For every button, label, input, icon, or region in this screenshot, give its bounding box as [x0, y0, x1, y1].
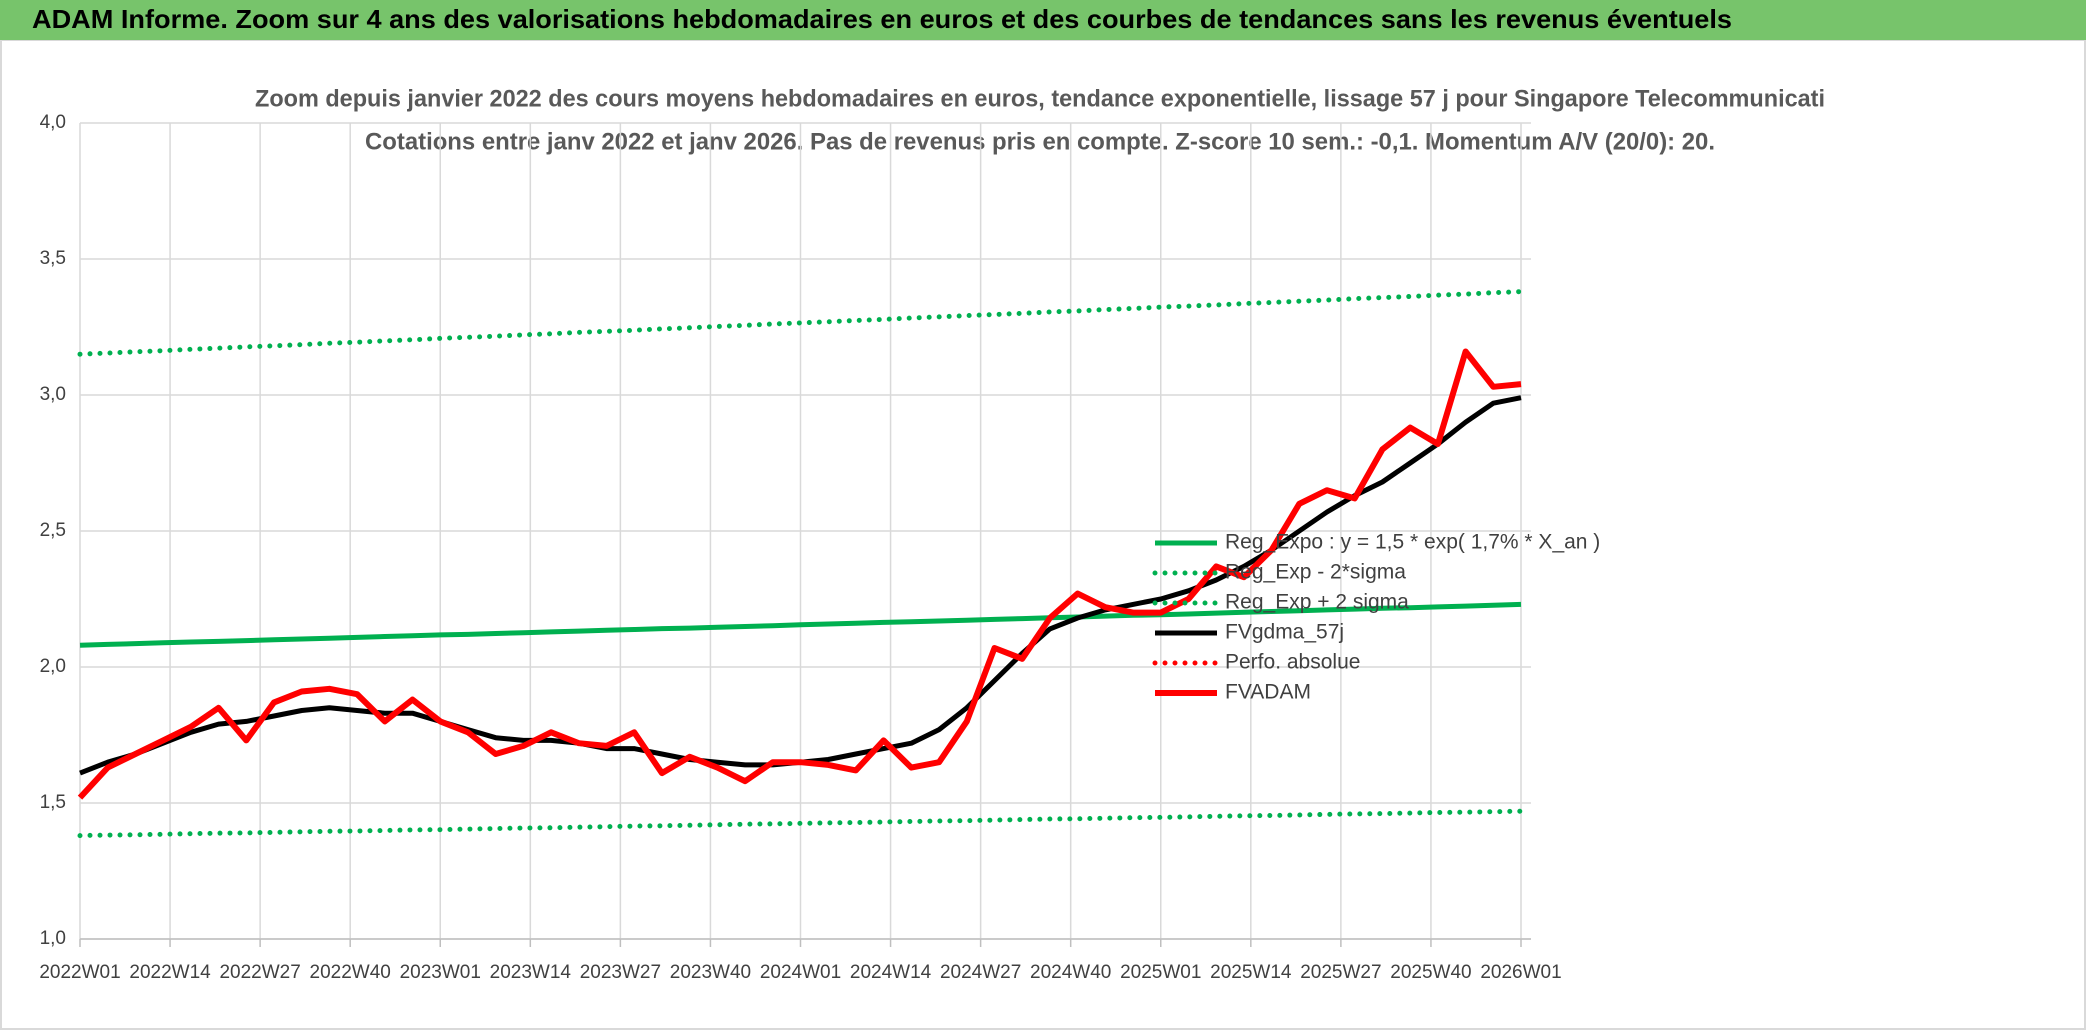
x-tick-label: 2024W27	[940, 962, 1021, 983]
x-tick-label: 2022W14	[129, 962, 211, 983]
series-line	[79, 601, 1522, 648]
x-tick-label: 2023W14	[490, 962, 572, 983]
header: ADAM Informe. Zoom sur 4 ans des valoris…	[32, 4, 1732, 34]
y-tick-label: 1,5	[40, 792, 66, 813]
x-tick-label: 2026W01	[1480, 962, 1561, 983]
legend-label: Reg_Expo : y = 1,5 * exp( 1,7% * X_an )	[1225, 531, 1600, 554]
x-tick-label: 2024W01	[760, 962, 841, 983]
x-tick-label: 2023W27	[580, 962, 661, 983]
legend-label: FVgdma_57j	[1225, 621, 1344, 644]
y-tick-label: 3,5	[40, 248, 66, 269]
y-tick-label: 4,0	[40, 112, 66, 133]
y-tick-label: 3,0	[40, 384, 66, 405]
x-tick-label: 2022W27	[219, 962, 300, 983]
y-tick-label: 1,0	[40, 928, 66, 949]
header-band	[0, 0, 2086, 40]
series-line	[77, 808, 1524, 839]
x-tick-label: 2024W14	[850, 962, 932, 983]
chart-title: Zoom depuis janvier 2022 des cours moyen…	[255, 85, 1825, 112]
x-tick-label: 2025W01	[1120, 962, 1201, 983]
x-tick-label: 2025W27	[1300, 962, 1381, 983]
x-tick-label: 2025W14	[1210, 962, 1292, 983]
series-line	[77, 289, 1524, 357]
x-tick-label: 2023W01	[400, 962, 481, 983]
legend-label: Reg_Exp + 2 sigma	[1225, 591, 1409, 614]
series-line	[77, 348, 1522, 800]
x-tick-label: 2022W01	[39, 962, 120, 983]
x-tick-label: 2023W40	[670, 962, 751, 983]
legend-label: Reg_Exp - 2*sigma	[1225, 561, 1406, 584]
chart-subtitle: Cotations entre janv 2022 et janv 2026. …	[365, 128, 1715, 155]
legend-label: Perfo. absolue	[1225, 651, 1360, 674]
x-tick-label: 2025W40	[1390, 962, 1471, 983]
x-tick-label: 2022W40	[310, 962, 391, 983]
y-tick-label: 2,5	[40, 520, 66, 541]
y-tick-label: 2,0	[40, 656, 66, 677]
legend-label: FVADAM	[1225, 681, 1311, 704]
x-tick-label: 2024W40	[1030, 962, 1111, 983]
